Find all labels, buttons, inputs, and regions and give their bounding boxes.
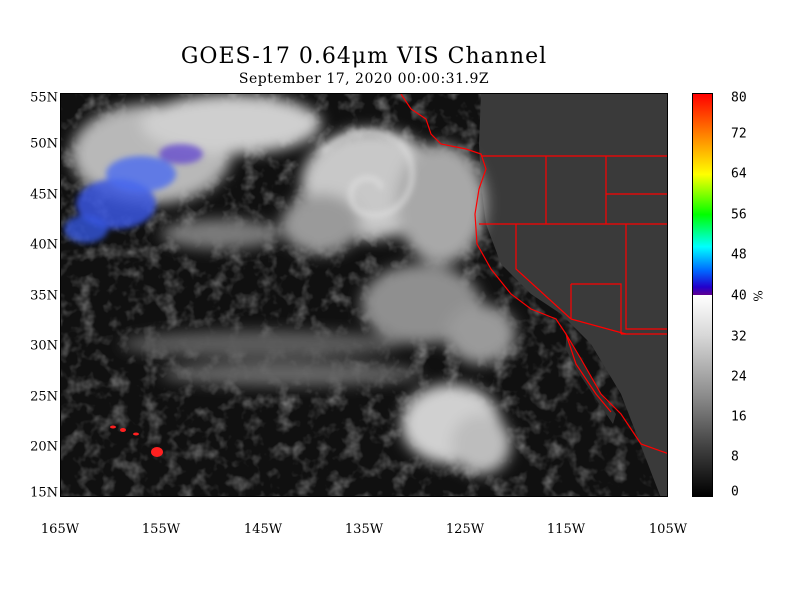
- lat-label-20n: 20N: [30, 439, 58, 455]
- lat-label-30n: 30N: [30, 338, 58, 354]
- lat-label-25n: 25N: [30, 389, 58, 405]
- lat-label-15n: 15N: [30, 485, 58, 501]
- colorbar-tick-56: 56: [731, 207, 747, 223]
- map-subtitle: September 17, 2020 00:00:31.9Z: [238, 71, 490, 87]
- lon-label-165w: 165W: [40, 522, 80, 537]
- lon-label-115w: 115W: [546, 522, 586, 537]
- colorbar-tick-8: 8: [731, 449, 739, 465]
- lon-label-125w: 125W: [445, 522, 485, 537]
- lon-label-135w: 135W: [344, 522, 384, 537]
- colorbar-tick-64: 64: [731, 166, 747, 182]
- colorbar-tick-24: 24: [731, 369, 747, 385]
- map-title: GOES-17 0.64μm VIS Channel: [180, 44, 548, 69]
- lon-label-105w: 105W: [648, 522, 688, 537]
- lon-label-145w: 145W: [243, 522, 283, 537]
- lat-label-50n: 50N: [30, 136, 58, 152]
- colorbar-tick-72: 72: [731, 126, 747, 142]
- colorbar: [692, 93, 713, 497]
- colorbar-tick-40: 40: [731, 288, 747, 304]
- lat-label-40n: 40N: [30, 237, 58, 253]
- colorbar-tick-32: 32: [731, 329, 747, 345]
- lat-label-55n: 55N: [30, 90, 58, 106]
- lat-label-35n: 35N: [30, 288, 58, 304]
- satellite-image: [60, 93, 668, 497]
- colorbar-tick-0: 0: [731, 484, 739, 500]
- lon-label-155w: 155W: [141, 522, 181, 537]
- colorbar-tick-80: 80: [731, 90, 747, 106]
- colorbar-tick-16: 16: [731, 409, 747, 425]
- colorbar-tick-48: 48: [731, 247, 747, 263]
- colorbar-unit: %: [750, 290, 765, 302]
- lat-label-45n: 45N: [30, 187, 58, 203]
